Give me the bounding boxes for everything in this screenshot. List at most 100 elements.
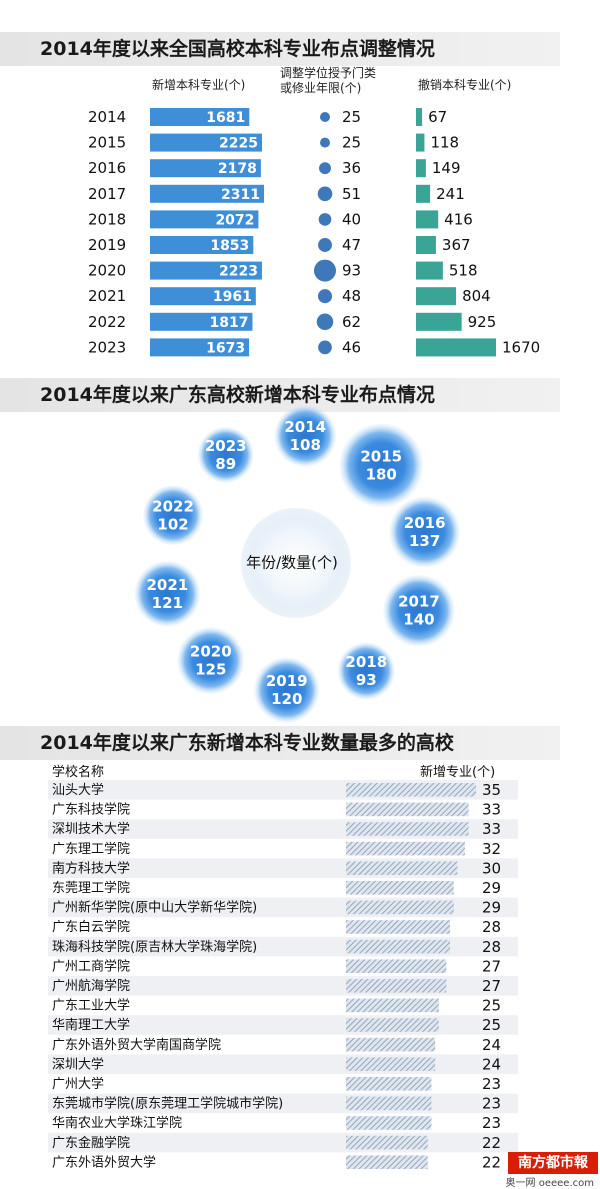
- year-label: 2014: [88, 108, 126, 126]
- adjust-value: 62: [342, 313, 361, 331]
- col-header-adjust-line1: 调整学位授予门类: [280, 66, 377, 80]
- center-label: 年份/数量(个): [246, 554, 338, 572]
- cancel-value: 67: [428, 108, 447, 126]
- school-name: 广东理工学院: [52, 841, 130, 857]
- school-bar: [346, 861, 458, 875]
- school-name: 东莞城市学院(原东莞理工学院城市学院): [52, 1096, 283, 1112]
- new-count-header: 新增专业(个): [420, 764, 495, 780]
- school-bar: [346, 939, 450, 954]
- website-logo: 奥一网 oeeee.com: [505, 1178, 594, 1189]
- school-count: 25: [482, 1016, 501, 1034]
- new-major-bar: [150, 159, 261, 178]
- adjust-bubble: [319, 162, 331, 175]
- year-label: 2017: [88, 185, 126, 203]
- year-label: 2018: [88, 210, 126, 228]
- bubble-value: 137: [409, 532, 440, 550]
- cancel-bar: [416, 236, 436, 254]
- cancel-value: 149: [432, 159, 461, 177]
- school-name: 广州新华学院(原中山大学新华学院): [52, 900, 257, 916]
- adjust-value: 93: [342, 262, 361, 280]
- cancel-value: 416: [444, 210, 473, 228]
- cancel-bar: [416, 261, 443, 280]
- school-name: 广州工商学院: [52, 958, 130, 974]
- school-bar: [346, 1135, 428, 1150]
- new-major-bar: [150, 184, 264, 203]
- school-count: 32: [482, 840, 501, 858]
- new-major-value: 1681: [206, 110, 245, 126]
- cancel-bar: [416, 338, 496, 357]
- cancel-bar: [416, 108, 423, 126]
- cancel-value: 241: [436, 185, 465, 203]
- national-adjustment-chart: 2014 1681 25 67 2015 2225 25 118 2016 2178 36 149 20…: [88, 108, 540, 357]
- bubble-year: 2023: [205, 437, 247, 455]
- year-bubble: [143, 485, 204, 546]
- school-count: 27: [482, 977, 501, 995]
- col-header-adjust-line2: 或修业年限(个): [280, 81, 362, 95]
- new-major-value: 1961: [213, 289, 252, 305]
- top-schools-chart: 学校名称 新增专业(个) 汕头大学 35 广东科技学院 33 深圳技术大学 33 广东理工学院 3…: [48, 764, 518, 1171]
- new-major-value: 2311: [221, 187, 260, 203]
- adjust-bubble: [318, 238, 332, 252]
- bubble-year: 2020: [190, 643, 232, 661]
- school-bar: [346, 998, 439, 1013]
- bubble-value: 140: [403, 611, 434, 629]
- bubble-value: 125: [195, 661, 226, 679]
- new-major-bar: [150, 312, 253, 331]
- center-glow: [241, 508, 351, 618]
- school-bar: [346, 881, 454, 895]
- adjust-value: 40: [342, 210, 361, 228]
- school-bar: [346, 1096, 432, 1111]
- school-bar: [346, 1037, 436, 1052]
- school-count: 33: [482, 820, 501, 838]
- cancel-bar: [416, 287, 457, 306]
- cancel-value: 518: [449, 262, 478, 280]
- adjust-value: 51: [342, 185, 361, 203]
- bubble-year: 2018: [345, 653, 387, 671]
- col-header-cancel-line1: 撤销本科专业(个): [418, 78, 512, 92]
- school-name-header: 学校名称: [52, 764, 104, 780]
- school-name: 深圳技术大学: [52, 821, 130, 837]
- bubble-year: 2017: [398, 593, 440, 611]
- adjust-bubble: [320, 137, 330, 148]
- col-header-adjust: 调整学位授予门类 或修业年限(个): [280, 66, 376, 96]
- school-count: 33: [482, 801, 501, 819]
- school-name: 汕头大学: [52, 782, 104, 798]
- adjust-bubble: [317, 186, 333, 202]
- year-bubble: [197, 426, 254, 483]
- school-name: 广东外语外贸大学: [52, 1154, 156, 1170]
- new-major-bar: [150, 108, 250, 126]
- school-count: 23: [482, 1114, 501, 1132]
- school-bar: [346, 822, 469, 836]
- new-major-value: 1673: [206, 340, 245, 356]
- cancel-value: 367: [442, 236, 471, 254]
- new-major-bar: [150, 236, 254, 254]
- school-name: 华南理工大学: [52, 1017, 130, 1033]
- new-major-value: 2223: [219, 264, 258, 280]
- school-bar: [346, 1116, 432, 1130]
- school-count: 22: [482, 1134, 501, 1152]
- school-bar: [346, 802, 469, 817]
- year-label: 2022: [88, 313, 126, 331]
- adjust-bubble: [317, 289, 333, 304]
- school-name: 广东工业大学: [52, 998, 130, 1014]
- cancel-value: 925: [468, 313, 497, 331]
- school-count: 24: [482, 1055, 501, 1073]
- adjust-bubble: [316, 313, 334, 331]
- school-count: 28: [482, 918, 501, 936]
- new-major-bar: [150, 287, 256, 306]
- cancel-bar: [416, 210, 439, 229]
- bubble-value: 93: [356, 671, 377, 689]
- school-name: 广东金融学院: [52, 1135, 130, 1151]
- adjust-bubble: [318, 340, 332, 355]
- adjust-bubble: [320, 112, 330, 122]
- cancel-bar: [416, 159, 426, 178]
- new-major-bar: [150, 261, 262, 280]
- school-name: 广东白云学院: [52, 919, 130, 935]
- school-bar: [346, 841, 465, 856]
- school-count: 29: [482, 879, 501, 897]
- school-count: 25: [482, 997, 501, 1015]
- year-bubble: [134, 560, 201, 627]
- school-name: 广东外语外贸大学南国商学院: [52, 1037, 221, 1053]
- school-count: 30: [482, 859, 501, 877]
- year-bubble: [339, 423, 424, 508]
